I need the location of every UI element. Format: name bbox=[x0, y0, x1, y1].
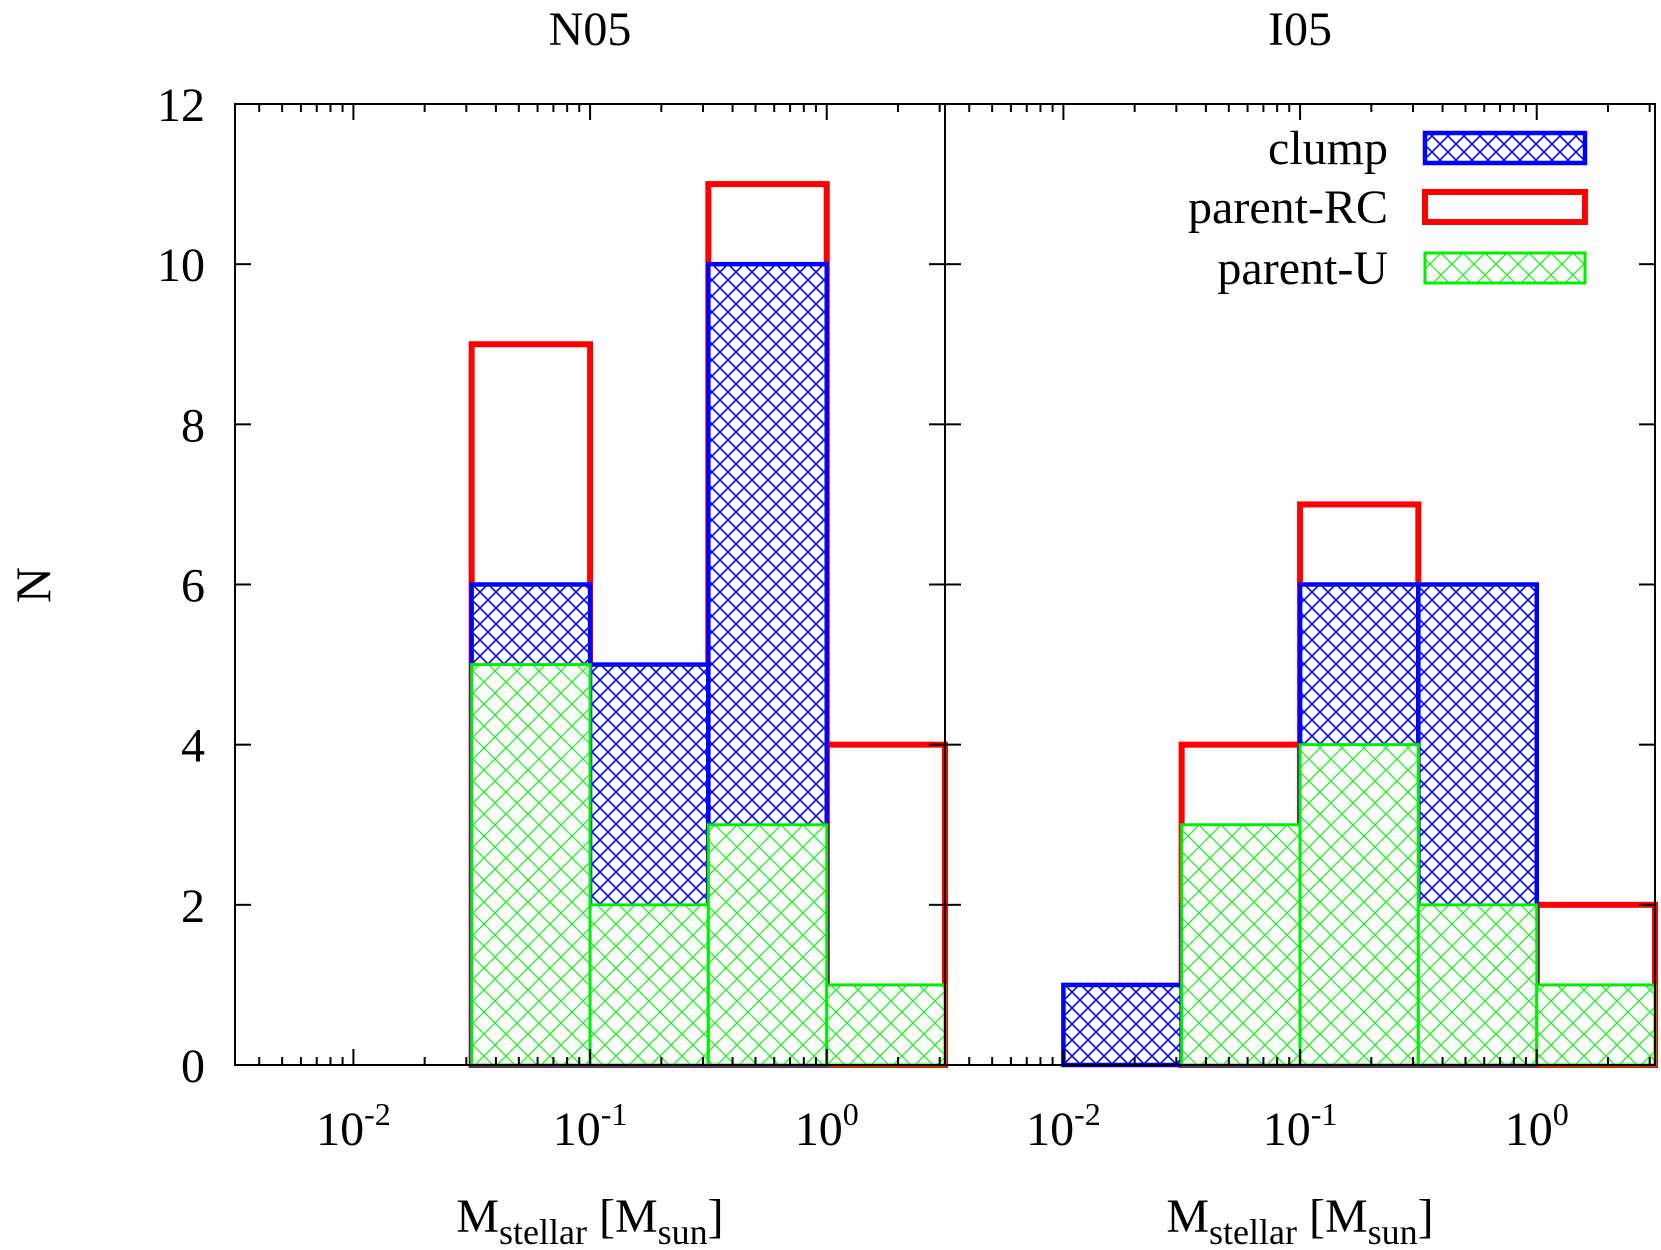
y-axis-label: N bbox=[5, 567, 61, 603]
y-tick-label: 0 bbox=[181, 1040, 205, 1093]
bar-fill bbox=[1181, 824, 1301, 1065]
bars-1 bbox=[1061, 501, 1658, 1069]
x-axis-label: Mstellar [Msun] bbox=[1166, 1190, 1433, 1250]
y-tick-label: 8 bbox=[181, 399, 205, 452]
x-tick-label: 100 bbox=[1505, 1096, 1569, 1156]
legend-swatch-clump bbox=[1422, 130, 1588, 166]
bar-fill bbox=[590, 904, 709, 1065]
panel-title: N05 bbox=[549, 3, 632, 56]
legend-swatch-fill bbox=[1425, 133, 1585, 163]
y-tick-label: 12 bbox=[157, 79, 205, 132]
legend-swatch-fill bbox=[1425, 253, 1585, 283]
legend-label-parent-U: parent-U bbox=[1217, 242, 1388, 295]
panel-n05: 0 2 4 6 8 10 12 10-2 10-1 100 N05 Mstellar [Msun] bbox=[157, 3, 948, 1250]
x-tick-label: 10-1 bbox=[1263, 1096, 1338, 1156]
y-tick-label: 2 bbox=[181, 880, 205, 933]
bar-fill bbox=[1300, 744, 1419, 1065]
x-tick-label: 10-2 bbox=[316, 1096, 391, 1156]
x-tick-label: 100 bbox=[795, 1096, 859, 1156]
bar-fill bbox=[1418, 904, 1537, 1065]
legend-swatch-parent-U bbox=[1423, 251, 1587, 285]
bar-fill bbox=[1536, 984, 1655, 1065]
legend-label-parent-RC: parent-RC bbox=[1188, 181, 1388, 234]
x-tick-label: 10-2 bbox=[1026, 1096, 1101, 1156]
bars-0 bbox=[468, 181, 948, 1069]
y-tick-label: 4 bbox=[181, 720, 205, 773]
x-axis-label: Mstellar [Msun] bbox=[456, 1190, 723, 1250]
panel-i05: 10-2 10-1 100 I05 Mstellar [Msun] bbox=[944, 3, 1658, 1250]
legend: clump parent-RC parent-U bbox=[1188, 122, 1588, 295]
bar-fill bbox=[708, 824, 827, 1065]
bar-fill bbox=[471, 664, 591, 1065]
y-tick-label: 6 bbox=[181, 560, 205, 613]
bar-fill bbox=[1063, 984, 1182, 1065]
legend-label-clump: clump bbox=[1268, 122, 1388, 175]
legend-swatch-parent-RC bbox=[1422, 189, 1588, 225]
y-tick-label: 10 bbox=[157, 239, 205, 292]
x-tick-label: 10-1 bbox=[553, 1096, 628, 1156]
panel-title: I05 bbox=[1268, 3, 1332, 56]
bar-fill bbox=[826, 984, 945, 1065]
